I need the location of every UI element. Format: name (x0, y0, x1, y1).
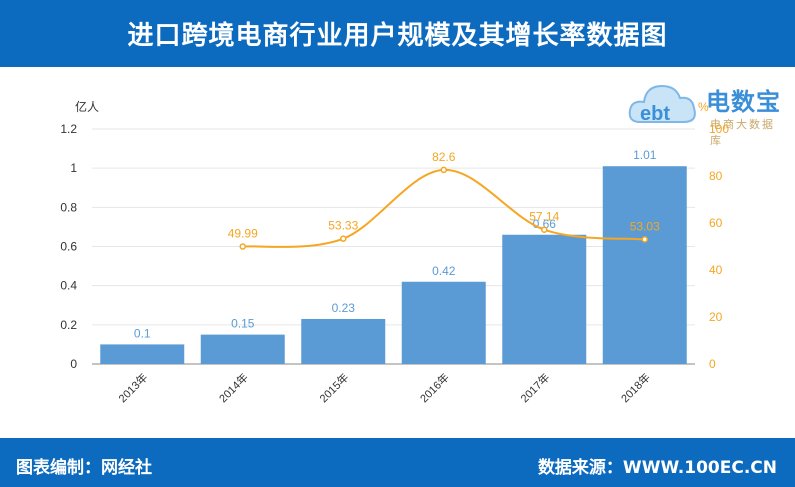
left-tick-label: 1.2 (60, 122, 77, 136)
bar (602, 166, 687, 364)
right-tick-label: 40 (709, 263, 723, 277)
right-tick-label: 0 (709, 357, 716, 371)
bar (200, 334, 285, 364)
line-data-label: 53.33 (328, 219, 358, 233)
left-tick-label: 0.4 (60, 279, 77, 293)
x-tick-label: 2016年 (417, 370, 452, 405)
line-data-label: 57.14 (529, 210, 559, 224)
line-point (340, 235, 347, 242)
title-banner: 进口跨境电商行业用户规模及其增长率数据图 (0, 0, 795, 67)
bar (401, 281, 486, 364)
cloud-logo-icon: ebt (628, 84, 696, 125)
line-point (440, 166, 447, 174)
bar-data-label: 0.23 (332, 301, 356, 315)
right-tick-label: 80 (709, 169, 723, 183)
right-tick-label: 60 (709, 216, 723, 230)
logo-brand: 电数宝 (706, 88, 781, 116)
logo-tagline: 电商大数据库 (710, 118, 775, 147)
left-tick-label: 0.6 (60, 240, 77, 254)
bar-data-label: 0.15 (231, 317, 255, 331)
x-tick-label: 2018年 (618, 370, 653, 405)
bar-data-label: 0.66 (533, 217, 557, 231)
footer-source: 数据来源：WWW.100EC.CN (537, 458, 777, 478)
growth-rate-line (242, 168, 645, 248)
line-data-label: 53.03 (630, 219, 660, 233)
bar-data-label: 0.42 (432, 264, 456, 278)
x-tick-label: 2014年 (216, 370, 251, 405)
left-axis-unit: 亿人 (75, 99, 99, 114)
bar-data-label: 0.1 (134, 326, 151, 340)
bar (301, 318, 386, 364)
left-tick-label: 0.8 (60, 200, 77, 214)
right-tick-label: 20 (709, 310, 723, 324)
left-tick-label: 0.2 (60, 318, 77, 332)
logo: ebt 电数宝 电商大数据库 (626, 74, 786, 147)
bar (502, 234, 587, 364)
line-data-label: 49.99 (228, 227, 258, 241)
line-point (541, 226, 548, 233)
footer-bar: 图表编制：网经社 数据来源：WWW.100EC.CN (0, 438, 795, 487)
x-tick-label: 2015年 (316, 370, 351, 405)
page-title: 进口跨境电商行业用户规模及其增长率数据图 (127, 21, 668, 51)
bar (100, 344, 185, 364)
line-point (239, 243, 246, 250)
gridlines (92, 128, 695, 365)
line-series: 49.99 53.33 82.6 57.14 53.03 (228, 150, 660, 250)
bar-series (100, 166, 687, 364)
logo-mark-text: ebt (640, 103, 670, 125)
x-tick-label: 2013年 (115, 370, 150, 405)
line-data-label: 82.6 (432, 150, 456, 164)
left-tick-label: 1 (70, 161, 77, 175)
left-tick-label: 0 (70, 357, 77, 371)
line-point (641, 236, 648, 243)
footer-editor: 图表编制：网经社 (16, 458, 152, 478)
x-tick-label: 2017年 (517, 370, 552, 405)
bar-data-labels: 0.1 0.15 0.23 0.42 0.66 1.01 (134, 148, 657, 340)
bar-data-label: 1.01 (633, 148, 657, 162)
